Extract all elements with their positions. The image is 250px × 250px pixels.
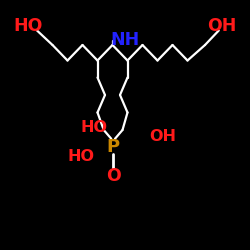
Text: HO: HO bbox=[80, 120, 107, 135]
Text: P: P bbox=[106, 138, 120, 156]
Text: HO: HO bbox=[68, 149, 94, 164]
Text: OH: OH bbox=[207, 17, 236, 35]
Text: O: O bbox=[106, 167, 121, 185]
Text: NH: NH bbox=[110, 31, 140, 49]
Text: OH: OH bbox=[149, 129, 176, 144]
Text: HO: HO bbox=[14, 17, 43, 35]
